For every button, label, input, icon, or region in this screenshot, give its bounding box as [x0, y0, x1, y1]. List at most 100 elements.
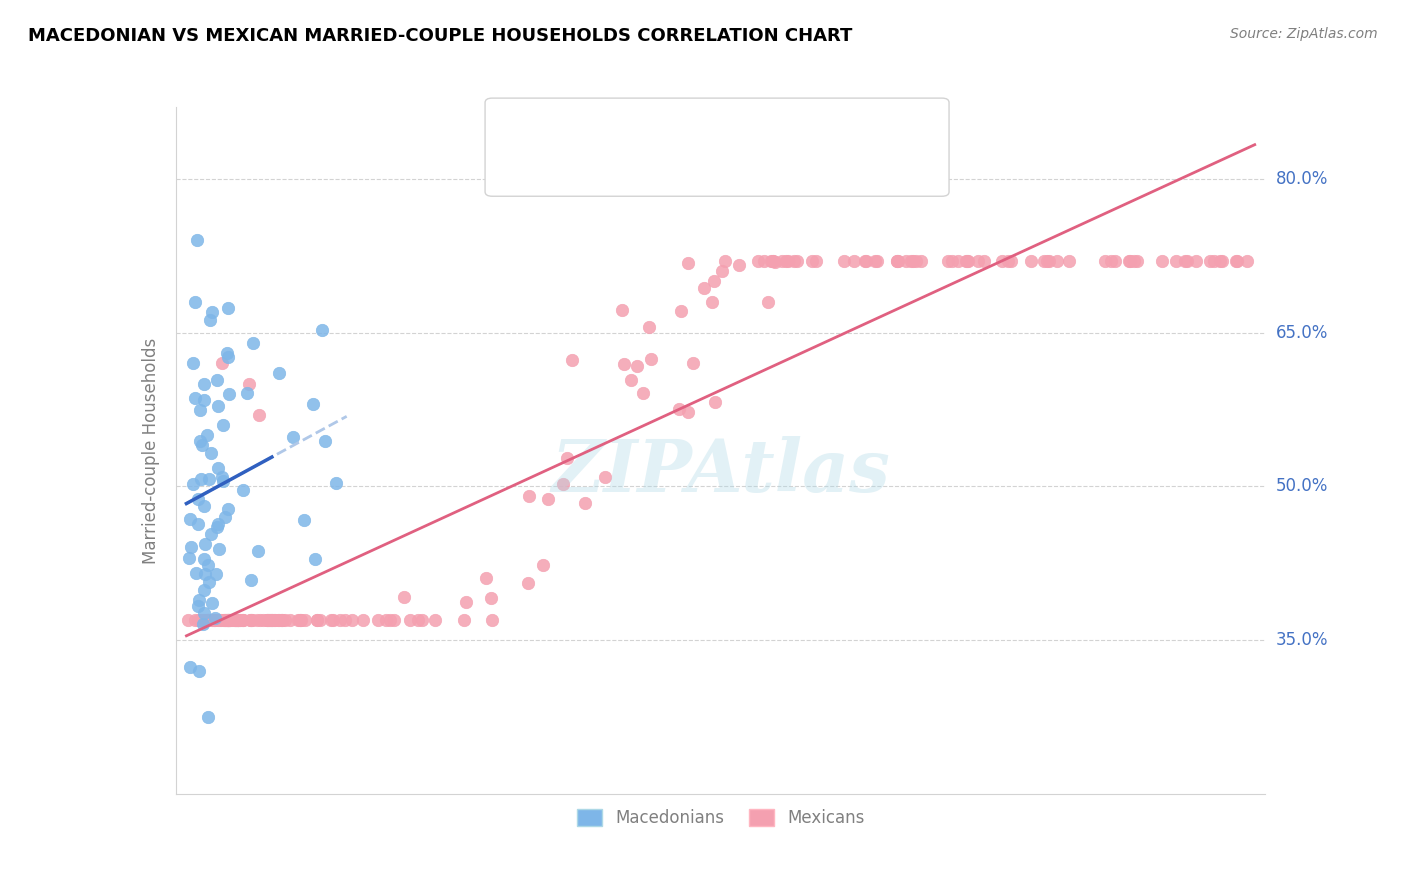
Mexicans: [997, 253, 1019, 268]
Mexicans: [1118, 253, 1140, 268]
Mexicans: [1046, 253, 1069, 268]
Mexicans: [637, 320, 659, 334]
Macedonians: [200, 446, 222, 460]
Mexicans: [249, 613, 271, 627]
Mexicans: [305, 613, 328, 627]
Macedonians: [198, 574, 221, 589]
Mexicans: [759, 253, 782, 268]
Mexicans: [260, 613, 283, 627]
Macedonians: [193, 582, 215, 597]
Macedonians: [247, 544, 270, 558]
Macedonians: [212, 474, 235, 488]
Mexicans: [217, 613, 239, 627]
Mexicans: [1094, 253, 1116, 268]
Mexicans: [256, 613, 278, 627]
Mexicans: [1211, 253, 1233, 268]
Mexicans: [367, 613, 389, 627]
Mexicans: [217, 613, 239, 627]
Mexicans: [195, 613, 218, 627]
Mexicans: [215, 613, 238, 627]
Mexicans: [187, 613, 209, 627]
Text: Source: ZipAtlas.com: Source: ZipAtlas.com: [1230, 27, 1378, 41]
Macedonians: [211, 470, 233, 484]
Mexicans: [593, 470, 616, 484]
Mexicans: [1225, 253, 1247, 268]
Mexicans: [191, 613, 214, 627]
Mexicans: [224, 613, 246, 627]
Mexicans: [259, 613, 281, 627]
Macedonians: [186, 233, 208, 247]
Mexicans: [197, 613, 219, 627]
Mexicans: [866, 253, 889, 268]
Macedonians: [239, 573, 262, 587]
Y-axis label: Married-couple Households: Married-couple Households: [142, 337, 160, 564]
Mexicans: [775, 253, 797, 268]
Macedonians: [232, 483, 254, 497]
Mexicans: [329, 613, 352, 627]
Macedonians: [205, 567, 228, 582]
Mexicans: [218, 613, 240, 627]
Mexicans: [693, 281, 716, 295]
Mexicans: [271, 613, 294, 627]
Mexicans: [640, 351, 662, 366]
Macedonians: [201, 305, 224, 319]
Mexicans: [941, 253, 963, 268]
Mexicans: [1174, 253, 1197, 268]
Mexicans: [288, 613, 311, 627]
Mexicans: [204, 613, 226, 627]
Mexicans: [232, 613, 254, 627]
Text: MACEDONIAN VS MEXICAN MARRIED-COUPLE HOUSEHOLDS CORRELATION CHART: MACEDONIAN VS MEXICAN MARRIED-COUPLE HOU…: [28, 27, 852, 45]
Mexicans: [700, 295, 723, 310]
Macedonians: [198, 312, 221, 326]
Macedonians: [207, 461, 229, 475]
Mexicans: [1099, 253, 1122, 268]
Macedonians: [197, 710, 219, 724]
Mexicans: [574, 496, 596, 510]
Mexicans: [1036, 253, 1059, 268]
Macedonians: [181, 355, 204, 369]
Mexicans: [228, 613, 250, 627]
Mexicans: [804, 253, 827, 268]
Mexicans: [246, 613, 269, 627]
Macedonians: [304, 552, 326, 566]
Mexicans: [676, 255, 699, 269]
Mexicans: [901, 253, 924, 268]
Mexicans: [197, 613, 219, 627]
Mexicans: [1184, 253, 1206, 268]
Mexicans: [756, 294, 779, 309]
Mexicans: [886, 253, 908, 268]
Mexicans: [956, 253, 979, 268]
Mexicans: [456, 595, 478, 609]
Mexicans: [555, 450, 578, 465]
Macedonians: [187, 492, 209, 507]
Mexicans: [322, 613, 344, 627]
Mexicans: [703, 274, 725, 288]
Mexicans: [294, 613, 316, 627]
Mexicans: [517, 575, 540, 590]
Mexicans: [263, 613, 285, 627]
Macedonians: [193, 392, 215, 407]
Mexicans: [240, 613, 263, 627]
Mexicans: [990, 253, 1012, 268]
Mexicans: [212, 613, 235, 627]
Text: 50.0%: 50.0%: [1277, 477, 1329, 495]
Mexicans: [762, 253, 785, 268]
Macedonians: [212, 417, 235, 432]
Macedonians: [194, 537, 217, 551]
Mexicans: [481, 613, 503, 627]
Legend: Macedonians, Mexicans: Macedonians, Mexicans: [569, 802, 872, 834]
Mexicans: [278, 613, 301, 627]
Macedonians: [177, 550, 200, 565]
Mexicans: [214, 613, 236, 627]
Mexicans: [620, 373, 643, 387]
Macedonians: [193, 606, 215, 620]
Macedonians: [187, 599, 209, 613]
Mexicans: [408, 613, 430, 627]
Mexicans: [747, 253, 769, 268]
Mexicans: [229, 613, 252, 627]
Mexicans: [271, 613, 294, 627]
Mexicans: [264, 613, 287, 627]
Mexicans: [219, 613, 242, 627]
Mexicans: [267, 613, 290, 627]
Mexicans: [259, 613, 281, 627]
